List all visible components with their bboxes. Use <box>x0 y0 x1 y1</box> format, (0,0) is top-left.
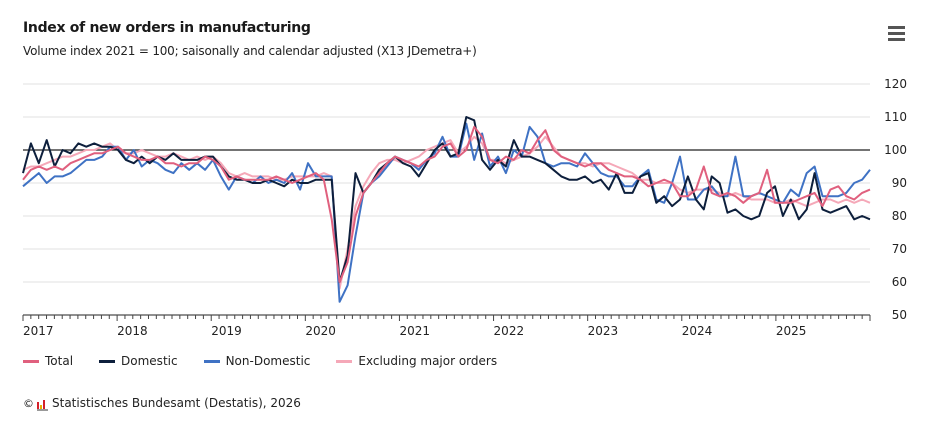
hamburger-menu-icon[interactable] <box>884 26 910 46</box>
x-tick-label: 2019 <box>211 324 242 338</box>
legend-swatch-excluding-major-orders <box>336 359 353 363</box>
x-tick-label: 2020 <box>305 324 336 338</box>
legend-label-non-domestic: Non-Domestic <box>225 354 311 368</box>
source-credit: © Statistisches Bundesamt (Destatis), 20… <box>23 396 301 411</box>
x-tick-label: 2021 <box>399 324 430 338</box>
y-tick-label: 80 <box>892 209 907 223</box>
chart-title: Index of new orders in manufacturing <box>23 20 311 36</box>
legend-label-total: Total <box>45 354 74 368</box>
legend-label-excluding-major-orders: Excluding major orders <box>358 354 498 368</box>
y-axis: 50 60 70 80 90 100 110 120 <box>884 77 907 322</box>
series-line-domestic[interactable] <box>22 116 871 283</box>
legend-swatch-non-domestic <box>203 359 220 363</box>
y-tick-label: 70 <box>892 242 907 256</box>
x-tick-label: 2018 <box>117 324 148 338</box>
legend-item-non-domestic[interactable]: Non-Domestic <box>203 354 311 368</box>
legend-item-domestic[interactable]: Domestic <box>99 354 178 368</box>
y-tick-label: 120 <box>884 77 907 91</box>
legend-item-excluding-major-orders[interactable]: Excluding major orders <box>336 354 497 368</box>
series-line-total[interactable] <box>22 125 871 283</box>
x-axis: 2017 2018 2019 2020 2021 2022 2023 2024 2025 <box>22 314 871 338</box>
legend-label-domestic: Domestic <box>121 354 178 368</box>
x-tick-label: 2023 <box>588 324 619 338</box>
destatis-logo-icon <box>37 398 48 411</box>
y-tick-label: 110 <box>884 110 907 124</box>
y-tick-label: 100 <box>884 143 907 157</box>
series-line-non-domestic[interactable] <box>22 122 871 303</box>
x-tick-label: 2024 <box>682 324 713 338</box>
x-tick-label: 2017 <box>23 324 54 338</box>
gridlines <box>23 83 870 283</box>
credit-text: Statistisches Bundesamt (Destatis), 2026 <box>52 396 301 410</box>
legend: Total Domestic Non-Domestic Excluding ma… <box>23 354 523 368</box>
y-tick-label: 50 <box>892 308 907 322</box>
x-tick-label: 2022 <box>494 324 525 338</box>
series-line-excluding-major-orders[interactable] <box>22 135 871 290</box>
legend-swatch-total <box>23 359 39 363</box>
series-lines <box>22 116 871 303</box>
x-tick-label: 2025 <box>776 324 807 338</box>
y-tick-label: 60 <box>892 275 907 289</box>
y-tick-label: 90 <box>892 176 907 190</box>
legend-item-total[interactable]: Total <box>23 354 73 368</box>
legend-swatch-domestic <box>99 359 116 363</box>
chart-subtitle: Volume index 2021 = 100; saisonally and … <box>23 44 477 58</box>
copyright-icon: © <box>23 396 34 410</box>
